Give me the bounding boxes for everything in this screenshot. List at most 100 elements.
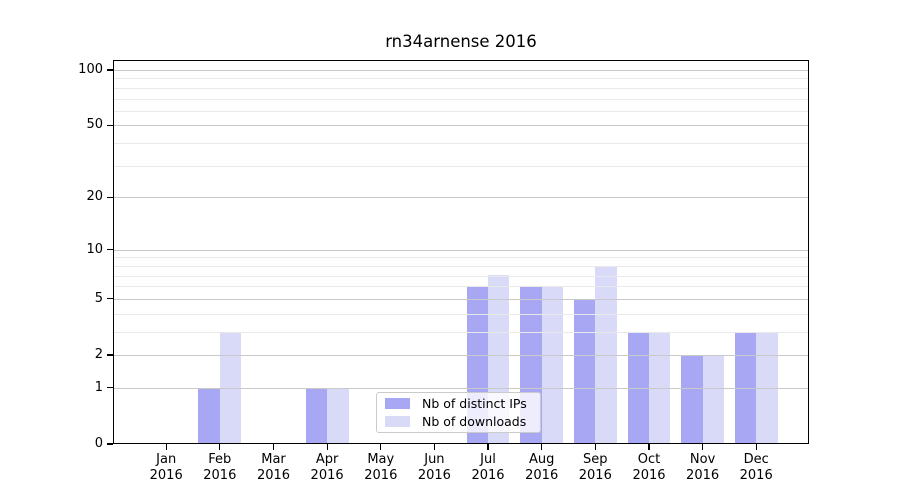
y-tick-mark — [107, 443, 113, 445]
x-tick-mark — [487, 444, 489, 450]
minor-gridline — [113, 257, 809, 259]
x-tick-label: Nov 2016 — [673, 452, 733, 483]
y-tick-label: 100 — [78, 61, 103, 77]
chart-title: rn34arnense 2016 — [385, 32, 537, 51]
y-tick-mark — [107, 354, 113, 356]
minor-gridline — [113, 286, 809, 288]
legend-label-downloads: Nb of downloads — [422, 413, 527, 429]
x-tick-mark — [219, 444, 221, 450]
y-tick-label: 5 — [94, 290, 103, 306]
minor-gridline — [113, 265, 809, 267]
x-tick-mark — [433, 444, 436, 450]
y-tick-mark — [107, 69, 113, 71]
x-tick-year: 2016 — [417, 467, 451, 483]
x-tick-mark — [380, 444, 382, 450]
x-tick-mark — [272, 444, 275, 450]
plot-area: 0 1 2 5 10 20 50 100 Jan 2016 Feb 2016 Mar 2016 Apr 201… — [78, 60, 809, 483]
legend: Nb of distinct IPs Nb of downloads — [376, 392, 541, 433]
minor-gridline — [113, 87, 809, 89]
x-tick-month: Aug — [528, 452, 555, 467]
x-tick-month: Jun — [424, 452, 445, 467]
x-tick-mark — [594, 444, 596, 450]
bar-distinct-ips — [198, 387, 220, 444]
x-tick-month: Jul — [480, 452, 496, 467]
x-tick-year: 2016 — [686, 467, 720, 483]
x-tick-month: Jan — [156, 452, 177, 467]
minor-gridline — [113, 275, 809, 277]
x-tick-year: 2016 — [149, 467, 183, 483]
legend-swatch-distinct-ips — [385, 398, 410, 409]
x-tick-label: Jun 2016 — [404, 452, 464, 483]
bar-distinct-ips — [681, 354, 703, 444]
x-tick-label: Apr 2016 — [297, 452, 357, 483]
y-tick-mark — [107, 387, 113, 389]
x-tick-mark — [541, 444, 543, 450]
x-tick-mark — [755, 444, 757, 450]
minor-gridline — [113, 110, 809, 112]
x-tick-label: Aug 2016 — [512, 452, 572, 483]
y-tick-label: 10 — [86, 241, 103, 257]
minor-gridline — [113, 98, 809, 100]
y-tick-label: 0 — [94, 436, 103, 451]
x-tick-year: 2016 — [739, 467, 773, 483]
x-tick-label: Feb 2016 — [190, 452, 250, 483]
major-gridline — [113, 69, 809, 71]
bar-downloads — [595, 265, 617, 444]
legend-item-distinct-ips: Nb of distinct IPs — [385, 395, 532, 411]
y-tick-mark — [107, 249, 113, 251]
x-tick-label: Jul 2016 — [458, 452, 518, 483]
x-tick-year: 2016 — [632, 467, 666, 483]
y-tick-label: 2 — [94, 347, 103, 362]
bar-distinct-ips — [305, 387, 328, 444]
major-gridline — [113, 387, 809, 389]
major-gridline — [113, 355, 809, 356]
x-tick-year: 2016 — [364, 467, 398, 483]
x-tick-month: Dec — [743, 452, 769, 467]
x-tick-month: May — [367, 452, 395, 467]
bar-distinct-ips — [573, 298, 596, 444]
minor-gridline — [113, 78, 809, 80]
major-gridline — [113, 249, 809, 251]
x-tick-label: Sep 2016 — [565, 452, 625, 483]
x-tick-mark — [702, 444, 704, 450]
x-tick-year: 2016 — [471, 467, 505, 483]
y-tick-mark — [107, 124, 113, 126]
x-tick-label: Dec 2016 — [726, 452, 786, 483]
legend-swatch-downloads — [385, 416, 410, 427]
x-tick-month: Nov — [689, 452, 716, 467]
x-tick-label: May 2016 — [351, 452, 411, 483]
x-tick-year: 2016 — [203, 467, 237, 483]
y-tick-mark — [107, 298, 113, 300]
x-tick-label: Mar 2016 — [244, 452, 304, 483]
x-tick-mark — [326, 444, 328, 450]
bar-downloads — [327, 387, 349, 444]
y-tick-label: 50 — [86, 117, 103, 133]
minor-gridline — [113, 143, 809, 144]
y-tick-label: 20 — [86, 189, 103, 205]
x-tick-year: 2016 — [256, 467, 291, 483]
minor-gridline — [113, 165, 809, 167]
legend-item-downloads: Nb of downloads — [385, 413, 532, 429]
x-tick-month: Apr — [315, 452, 339, 467]
minor-gridline — [113, 313, 809, 315]
x-tick-year: 2016 — [310, 467, 344, 483]
x-tick-mark — [165, 444, 167, 450]
major-gridline — [113, 298, 809, 300]
legend-label-distinct-ips: Nb of distinct IPs — [422, 395, 527, 411]
x-tick-month: Sep — [583, 452, 608, 467]
x-tick-mark — [648, 444, 650, 450]
bar-downloads — [702, 354, 725, 444]
minor-gridline — [113, 331, 809, 333]
x-tick-label: Jan 2016 — [136, 452, 196, 483]
x-tick-year: 2016 — [525, 467, 559, 483]
y-tick-label: 1 — [94, 379, 103, 395]
x-tick-month: Mar — [261, 452, 286, 467]
x-tick-month: Feb — [208, 452, 232, 467]
major-gridline — [113, 197, 809, 199]
x-tick-month: Oct — [637, 452, 661, 467]
x-tick-year: 2016 — [578, 467, 612, 483]
x-tick-label: Oct 2016 — [619, 452, 679, 483]
y-tick-mark — [107, 196, 113, 198]
major-gridline — [113, 125, 809, 127]
